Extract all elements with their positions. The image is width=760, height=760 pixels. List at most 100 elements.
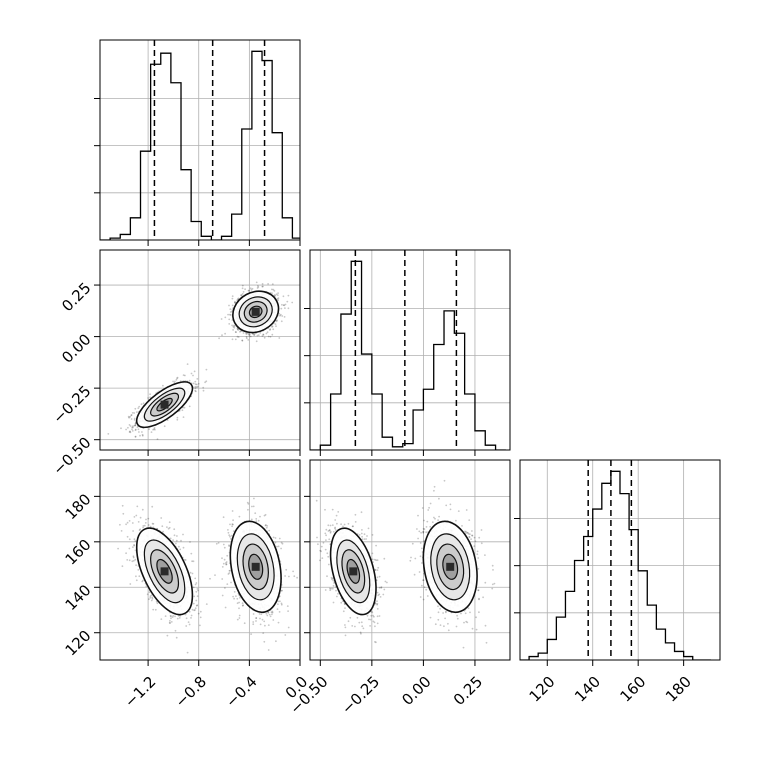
sample-point <box>271 326 273 328</box>
sample-point <box>228 569 231 572</box>
sample-point <box>373 621 376 624</box>
sample-point <box>331 578 333 581</box>
sample-point <box>137 521 140 523</box>
sample-point <box>188 405 191 408</box>
sample-point <box>268 613 271 616</box>
sample-point <box>252 333 255 336</box>
sample-point <box>317 543 319 546</box>
sample-point <box>223 558 226 561</box>
sample-point <box>277 299 279 302</box>
sample-point <box>249 335 252 338</box>
sample-point <box>247 508 249 511</box>
sample-point <box>135 579 138 582</box>
sample-point <box>247 332 250 335</box>
sample-point <box>193 370 196 373</box>
sample-point <box>222 562 225 565</box>
sample-point <box>135 575 137 578</box>
sample-point <box>280 541 283 544</box>
sample-point <box>169 537 172 540</box>
sample-point <box>241 339 244 342</box>
sample-point <box>175 636 178 639</box>
sample-point <box>230 314 232 316</box>
sample-point <box>276 294 279 296</box>
sample-point <box>221 594 224 597</box>
sample-point <box>269 615 272 618</box>
sample-point <box>276 608 279 610</box>
sample-point <box>192 560 195 563</box>
histogram-step-2 <box>520 470 711 660</box>
sample-point <box>179 548 182 551</box>
sample-point <box>166 526 168 528</box>
sample-point <box>361 538 364 541</box>
sample-point <box>256 287 259 289</box>
sample-point <box>141 431 143 433</box>
sample-point <box>261 335 264 337</box>
sample-point <box>231 295 234 297</box>
sample-point <box>259 623 262 626</box>
sample-point <box>150 599 153 602</box>
sample-point <box>155 600 158 603</box>
sample-point <box>134 558 137 561</box>
sample-point <box>131 412 134 414</box>
sample-point <box>265 524 267 526</box>
sample-point <box>378 593 381 596</box>
sample-point <box>154 428 156 431</box>
sample-point <box>128 520 131 522</box>
sample-point <box>191 608 194 611</box>
sample-point <box>329 589 332 592</box>
sample-point <box>134 540 137 542</box>
sample-point <box>237 336 240 338</box>
sample-point <box>221 566 224 568</box>
sample-point <box>241 287 244 290</box>
sample-point <box>374 625 376 628</box>
sample-point <box>229 523 231 526</box>
sample-point <box>156 438 159 440</box>
sample-point <box>149 595 152 598</box>
sample-point <box>129 425 132 427</box>
sample-point <box>260 613 263 616</box>
sample-point <box>131 522 134 524</box>
sample-point <box>245 335 248 338</box>
sample-point <box>175 542 177 545</box>
sample-point <box>272 328 275 331</box>
sample-point <box>286 300 289 303</box>
sample-point <box>130 414 133 416</box>
sample-point <box>184 559 187 561</box>
sample-point <box>194 609 196 611</box>
sample-point <box>229 535 231 538</box>
sample-point <box>138 431 140 433</box>
sample-point <box>174 629 177 632</box>
sample-point <box>255 617 258 619</box>
sample-point <box>322 541 325 544</box>
sample-point <box>282 295 285 298</box>
sample-point <box>231 297 234 300</box>
sample-point <box>161 525 164 528</box>
sample-point <box>221 334 223 337</box>
sample-point <box>149 525 152 528</box>
sample-point <box>143 524 146 527</box>
sample-point <box>205 380 208 383</box>
sample-point <box>257 285 259 287</box>
sample-point <box>193 609 196 612</box>
sample-point <box>376 602 379 605</box>
sample-point <box>233 325 236 327</box>
sample-point <box>233 591 236 593</box>
sample-point <box>287 294 290 297</box>
sample-point <box>360 511 363 514</box>
sample-point <box>214 574 216 576</box>
sample-point <box>125 523 127 526</box>
sample-point <box>261 618 264 621</box>
sample-point <box>274 541 277 544</box>
sample-point <box>178 617 181 619</box>
sample-point <box>199 610 202 613</box>
sample-point <box>332 601 335 604</box>
sample-point <box>252 505 255 508</box>
sample-point <box>128 538 131 541</box>
sample-point <box>244 288 247 291</box>
sample-point <box>133 417 136 420</box>
sample-point <box>347 620 350 623</box>
sample-point <box>277 292 279 294</box>
sample-point <box>334 526 336 529</box>
sample-point <box>252 621 255 623</box>
sample-point <box>126 559 129 561</box>
